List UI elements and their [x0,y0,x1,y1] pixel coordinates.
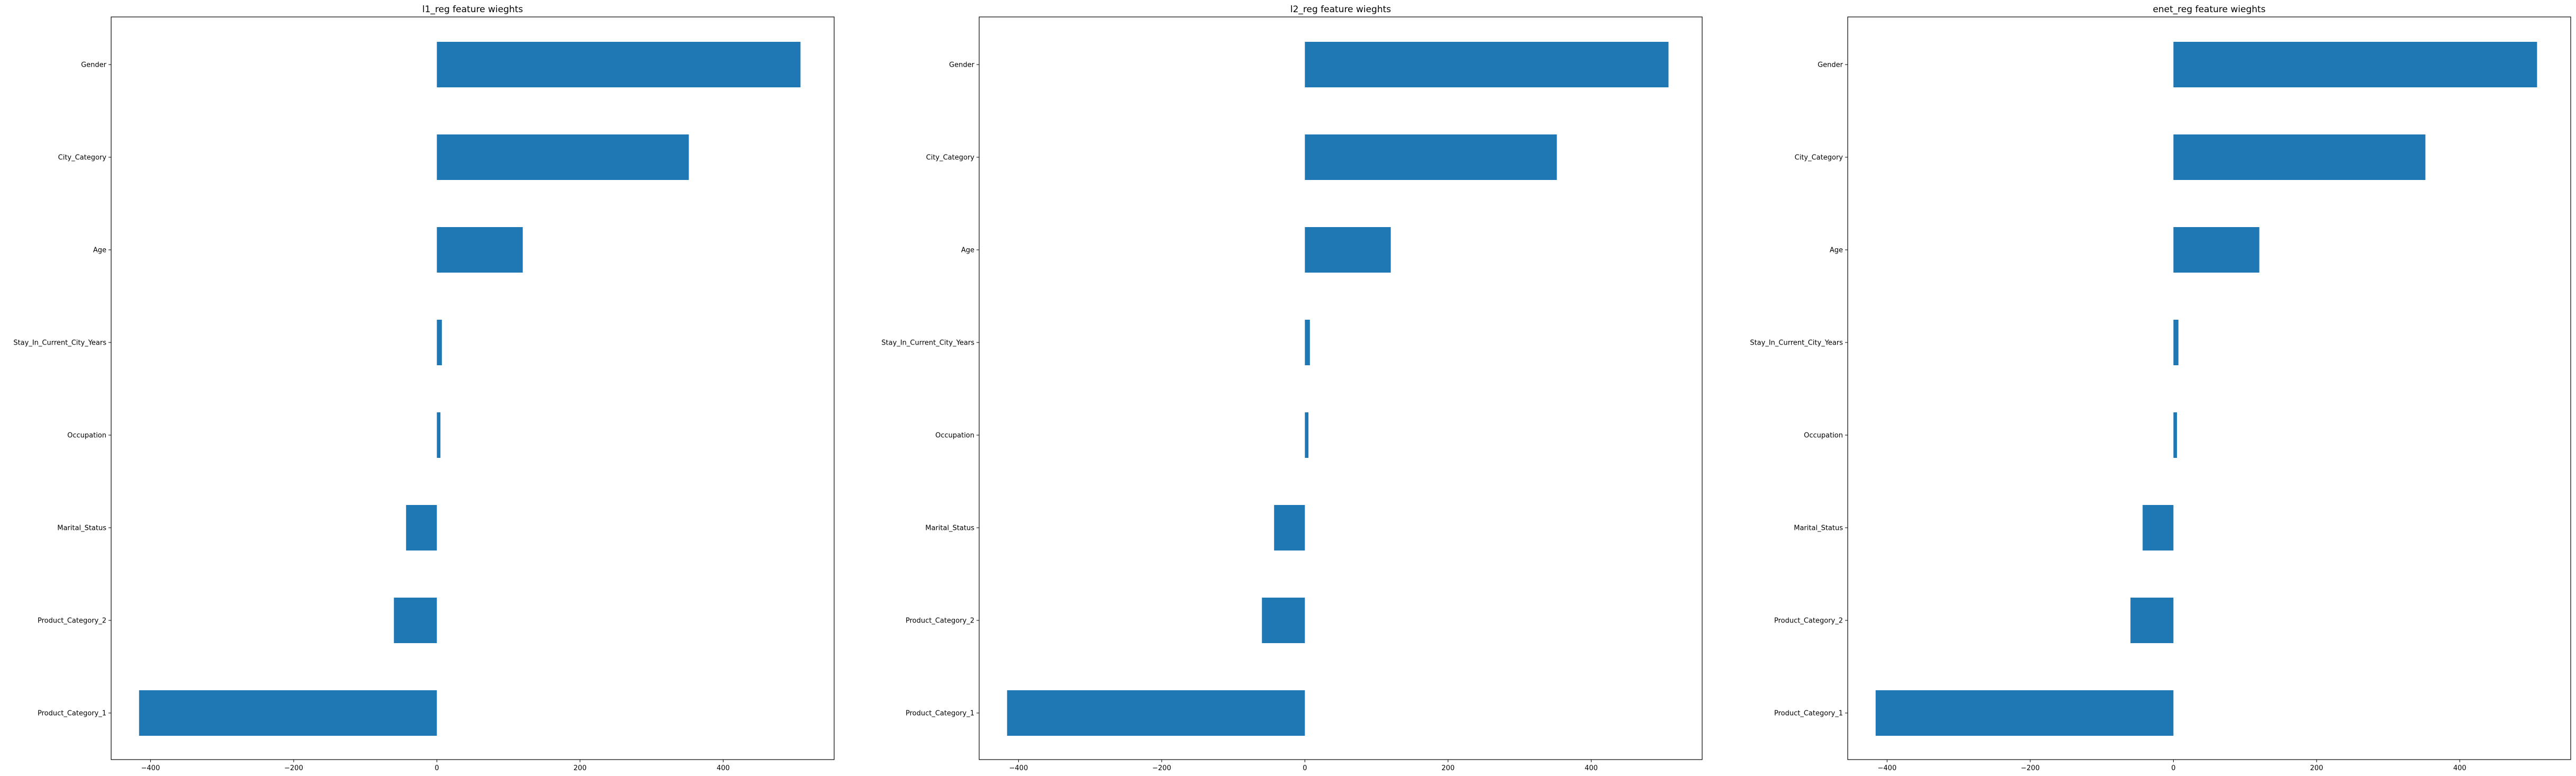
bar-marital-status [2143,505,2174,551]
y-tick-label: Product_Category_1 [1774,710,1843,718]
bar-stay-in-current-city-years [437,320,442,365]
bar-city-category [2173,134,2426,180]
y-tick-label: Product_Category_2 [1774,617,1843,625]
y-tick-label: Gender [949,61,975,69]
x-tick-label: 0 [1303,764,1307,772]
y-tick-label: Age [961,247,974,255]
bar-product-category-2 [1262,598,1305,643]
bar-product-category-1 [139,690,437,736]
bar-occupation [437,412,441,458]
plot-frame [111,16,835,760]
bar-gender [2173,42,2537,87]
x-tick-label: −400 [1009,764,1028,772]
bar-occupation [1305,412,1309,458]
bar-gender [437,42,801,87]
bar-marital-status [1274,505,1305,551]
panel-title: l1_reg feature wieghts [422,4,523,15]
x-tick-label: −200 [2021,764,2040,772]
y-tick-label: City_Category [58,154,107,162]
y-tick-label: City_Category [926,154,975,162]
x-axis: −400 −200 0 200 400 [141,760,730,772]
x-tick-label: 0 [2171,764,2175,772]
x-tick-label: 400 [1585,764,1598,772]
x-tick-label: −200 [284,764,303,772]
panel-title: enet_reg feature wieghts [2153,4,2265,15]
x-axis: −400 −200 0 200 400 [1878,760,2466,772]
panel-title: l2_reg feature wieghts [1290,4,1391,15]
x-tick-label: −400 [141,764,160,772]
bar-occupation [2173,412,2177,458]
y-tick-label: Marital_Status [1794,525,1843,533]
y-tick-label: Marital_Status [57,525,106,533]
bar-city-category [437,134,689,180]
x-tick-label: 400 [717,764,730,772]
x-tick-label: −400 [1878,764,1897,772]
y-tick-label: Marital_Status [925,525,974,533]
y-tick-label: Occupation [67,432,106,440]
bar-city-category [1305,134,1557,180]
bar-stay-in-current-city-years [2173,320,2179,365]
bar-group [1007,42,1669,736]
y-tick-label: Age [93,247,106,255]
y-tick-label: Stay_In_Current_City_Years [13,339,106,347]
y-tick-label: Gender [1818,61,1843,69]
x-tick-label: 200 [2310,764,2323,772]
bar-marital-status [406,505,437,551]
y-tick-label: Product_Category_1 [906,710,974,718]
y-tick-label: Stay_In_Current_City_Years [1750,339,1843,347]
bar-product-category-1 [1007,690,1305,736]
y-tick-label: Occupation [935,432,974,440]
y-tick-label: City_Category [1795,154,1843,162]
y-tick-label: Age [1830,247,1843,255]
bar-product-category-2 [394,598,437,643]
bar-gender [1305,42,1669,87]
x-tick-label: 400 [2453,764,2466,772]
x-tick-label: 200 [573,764,586,772]
x-tick-label: −200 [1152,764,1171,772]
bar-group [1875,42,2537,736]
bar-product-category-1 [1875,690,2174,736]
panel-l2: l2_reg feature wieghts Gender City_Catego… [881,4,1703,772]
plot-frame [1847,16,2571,760]
bar-age [1305,227,1391,273]
y-tick-label: Stay_In_Current_City_Years [881,339,974,347]
bar-stay-in-current-city-years [1305,320,1310,365]
bar-group [139,42,801,736]
y-tick-label: Occupation [1804,432,1843,440]
x-tick-label: 200 [1441,764,1454,772]
y-axis: Gender City_Category Age Stay_In_Current_Ci… [881,61,979,718]
bar-product-category-2 [2130,598,2174,643]
y-tick-label: Gender [81,61,107,69]
y-tick-label: Product_Category_2 [906,617,974,625]
bar-age [437,227,523,273]
y-axis: Gender City_Category Age Stay_In_Current_Ci… [13,61,111,718]
y-tick-label: Product_Category_2 [38,617,106,625]
panel-enet: enet_reg feature wieghts Gender City_Cate… [1750,4,2571,772]
panel-l1: l1_reg feature wieghts Gender City_Catego… [13,4,835,772]
y-tick-label: Product_Category_1 [38,710,106,718]
x-axis: −400 −200 0 200 400 [1009,760,1598,772]
bar-age [2173,227,2259,273]
x-tick-label: 0 [435,764,439,772]
plot-frame [979,16,1703,760]
y-axis: Gender City_Category Age Stay_In_Current_Ci… [1750,61,1848,718]
